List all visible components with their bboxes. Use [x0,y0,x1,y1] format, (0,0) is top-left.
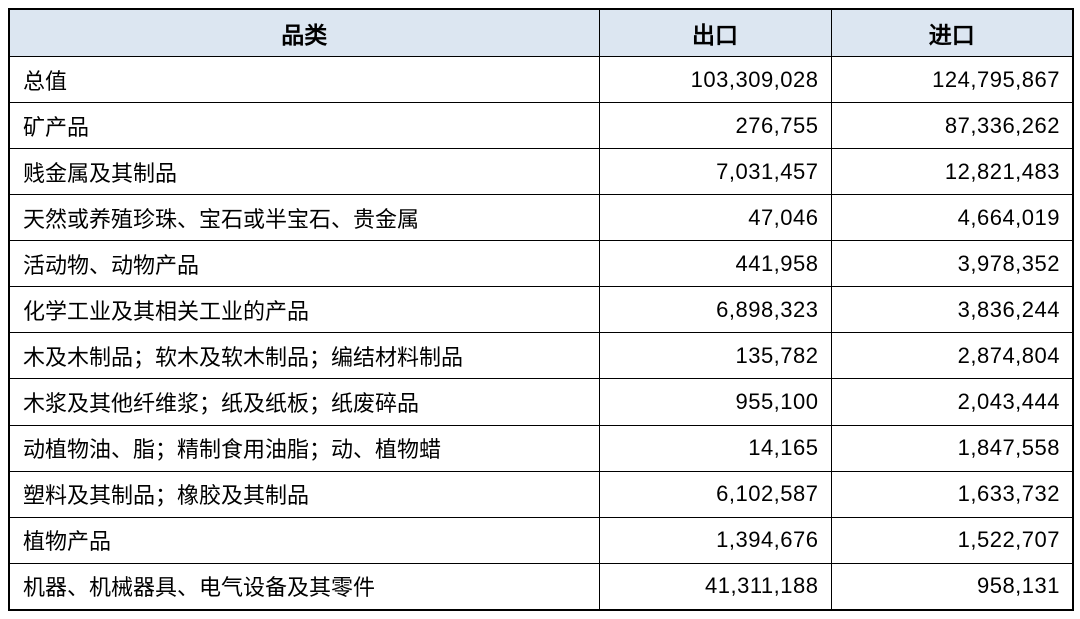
import-value-cell: 1,847,558 [830,424,1074,472]
export-value-cell: 135,782 [598,332,832,380]
export-value-cell: 6,898,323 [598,286,832,334]
category-cell: 木浆及其他纤维浆；纸及纸板；纸废碎品 [8,378,600,426]
category-cell: 化学工业及其相关工业的产品 [8,286,600,334]
category-cell: 塑料及其制品；橡胶及其制品 [8,470,600,518]
category-cell: 天然或养殖珍珠、宝石或半宝石、贵金属 [8,194,600,242]
export-value-cell: 6,102,587 [598,470,832,518]
import-value-cell: 1,633,732 [830,470,1074,518]
category-cell: 矿产品 [8,102,600,150]
column-header-export: 出口 [598,8,832,57]
import-value-cell: 2,874,804 [830,332,1074,380]
export-value-cell: 7,031,457 [598,148,832,196]
table-row: 化学工业及其相关工业的产品 6,898,323 3,836,244 [8,286,1074,334]
export-value-cell: 955,100 [598,378,832,426]
table-row: 机器、机械器具、电气设备及其零件 41,311,188 958,131 [8,562,1074,611]
header-row: 品类 出口 进口 [8,8,1074,57]
table-row: 活动物、动物产品 441,958 3,978,352 [8,240,1074,288]
category-cell: 动植物油、脂；精制食用油脂；动、植物蜡 [8,424,600,472]
column-header-import: 进口 [830,8,1074,57]
table-row: 总值 103,309,028 124,795,867 [8,55,1074,104]
column-header-category: 品类 [8,8,600,57]
table-row: 植物产品 1,394,676 1,522,707 [8,516,1074,564]
import-value-cell: 124,795,867 [830,55,1074,104]
trade-table-container: 品类 出口 进口 总值 103,309,028 124,795,867 矿产品 … [8,8,1074,611]
table-row: 贱金属及其制品 7,031,457 12,821,483 [8,148,1074,196]
category-cell: 活动物、动物产品 [8,240,600,288]
import-value-cell: 3,836,244 [830,286,1074,334]
table-row: 动植物油、脂；精制食用油脂；动、植物蜡 14,165 1,847,558 [8,424,1074,472]
table-row: 木浆及其他纤维浆；纸及纸板；纸废碎品 955,100 2,043,444 [8,378,1074,426]
export-value-cell: 14,165 [598,424,832,472]
table-row: 天然或养殖珍珠、宝石或半宝石、贵金属 47,046 4,664,019 [8,194,1074,242]
export-value-cell: 103,309,028 [598,55,832,104]
import-value-cell: 958,131 [830,562,1074,611]
category-cell: 机器、机械器具、电气设备及其零件 [8,562,600,611]
export-value-cell: 41,311,188 [598,562,832,611]
category-cell: 木及木制品；软木及软木制品；编结材料制品 [8,332,600,380]
import-value-cell: 2,043,444 [830,378,1074,426]
import-value-cell: 4,664,019 [830,194,1074,242]
export-value-cell: 47,046 [598,194,832,242]
import-value-cell: 3,978,352 [830,240,1074,288]
import-value-cell: 87,336,262 [830,102,1074,150]
export-value-cell: 276,755 [598,102,832,150]
export-value-cell: 1,394,676 [598,516,832,564]
category-cell: 植物产品 [8,516,600,564]
import-value-cell: 12,821,483 [830,148,1074,196]
category-cell: 总值 [8,55,600,104]
import-value-cell: 1,522,707 [830,516,1074,564]
category-cell: 贱金属及其制品 [8,148,600,196]
trade-table: 品类 出口 进口 总值 103,309,028 124,795,867 矿产品 … [8,8,1074,611]
table-row: 木及木制品；软木及软木制品；编结材料制品 135,782 2,874,804 [8,332,1074,380]
table-row: 塑料及其制品；橡胶及其制品 6,102,587 1,633,732 [8,470,1074,518]
export-value-cell: 441,958 [598,240,832,288]
table-row: 矿产品 276,755 87,336,262 [8,102,1074,150]
